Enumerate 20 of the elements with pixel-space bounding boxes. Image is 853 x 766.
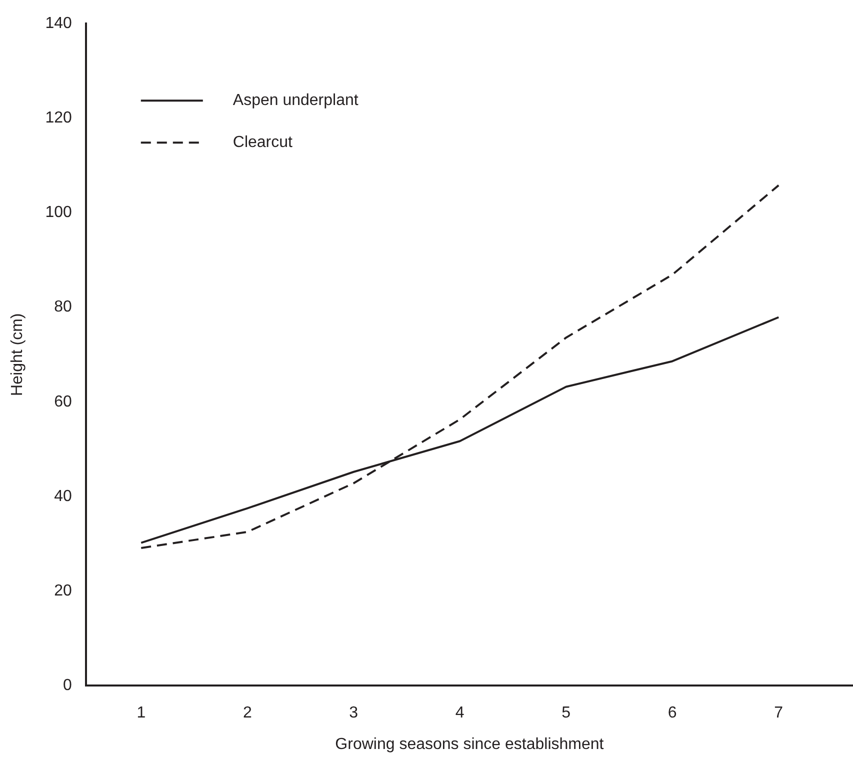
legend-label: Clearcut [232,134,294,152]
x-tick-label: 7 [774,704,784,722]
y-tick-label: 0 [62,677,72,694]
y-tick-label: 20 [54,582,72,600]
y-tick-label: 100 [45,204,72,222]
legend-label: Aspen underplant [232,92,359,110]
line-series [140,184,780,549]
y-tick-label: 60 [54,393,72,410]
y-tick-label: 140 [45,15,72,32]
y-axis-title: Height (cm) [9,313,26,396]
x-axis-title: Growing seasons since establishment [335,736,604,753]
x-tick-label: 1 [136,704,146,722]
y-tick-label: 120 [45,110,72,127]
x-tick-label: 3 [349,704,358,722]
x-tick-label: 4 [455,704,464,722]
x-tick-label: 6 [668,704,677,722]
y-tick-label: 40 [54,488,72,505]
x-tick-label: 2 [242,704,252,722]
x-tick-label: 5 [562,704,571,722]
y-tick-label: 80 [54,298,72,316]
